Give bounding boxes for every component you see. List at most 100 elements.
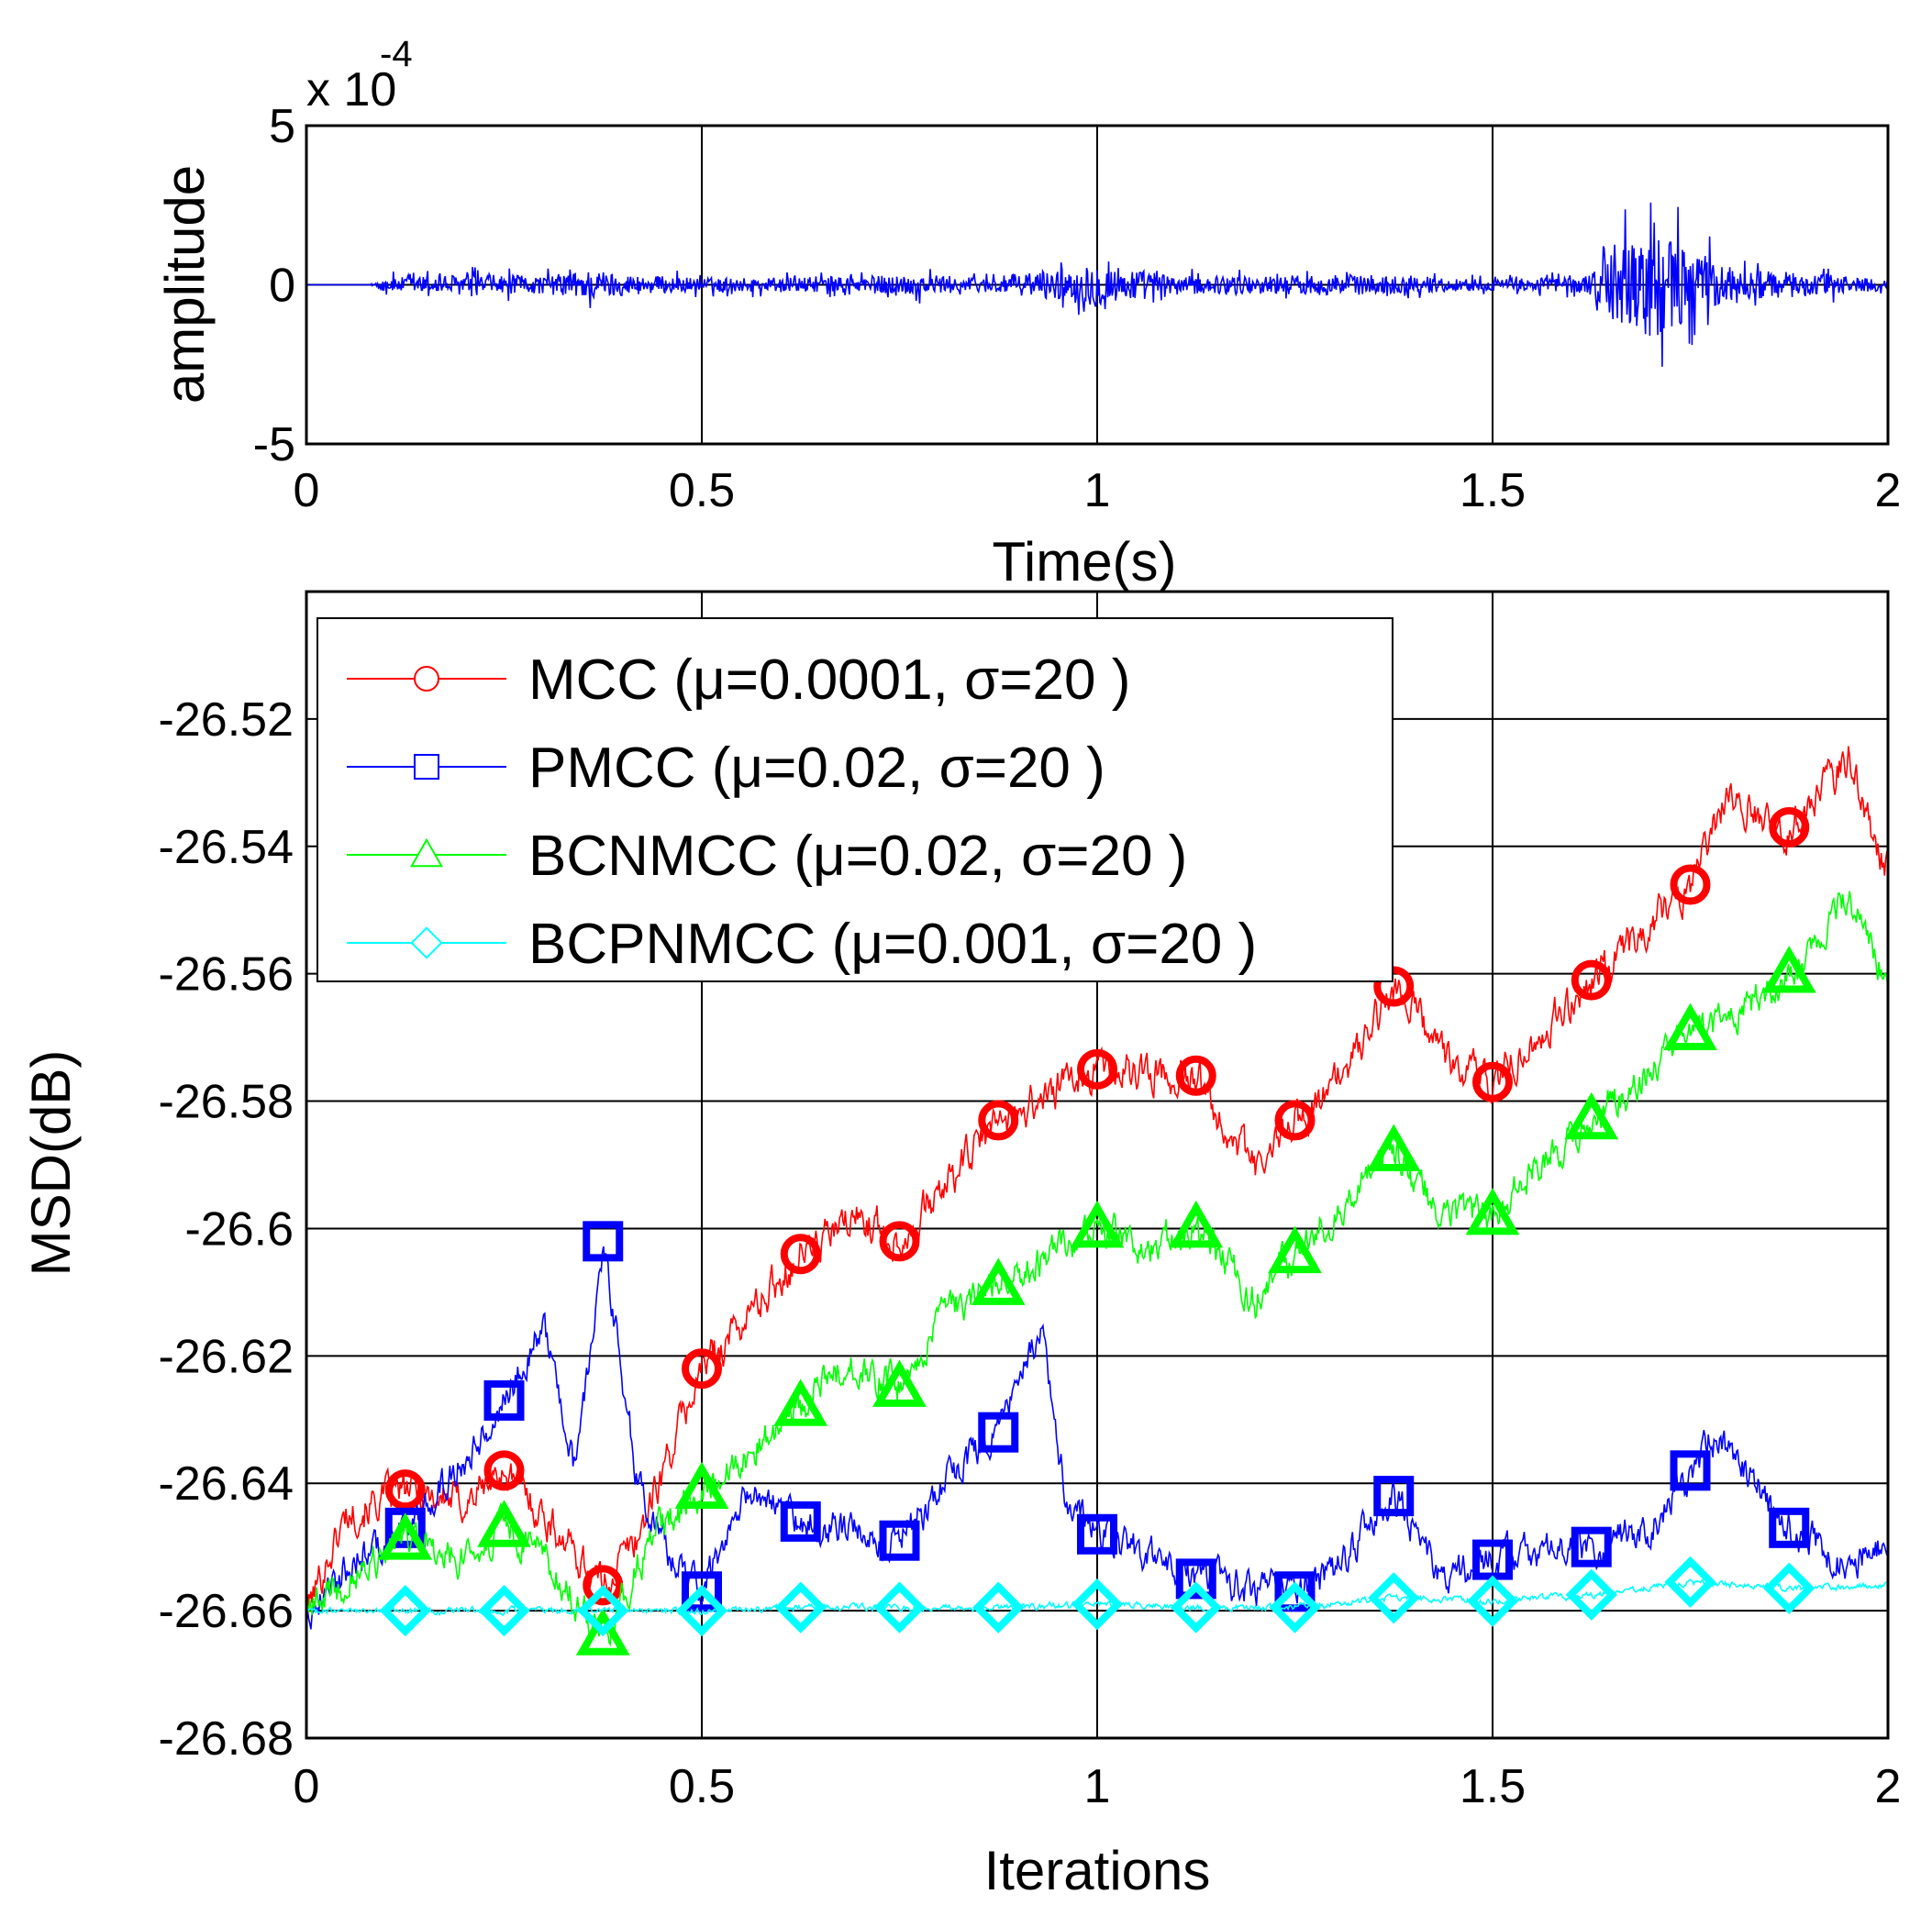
data-point-circle <box>1472 1061 1513 1102</box>
series-circle <box>305 746 1889 1618</box>
series-line-diamond <box>305 1578 1889 1617</box>
data-point-diamond <box>1071 1578 1124 1631</box>
legend-label: PMCC (μ=0.02, σ=20 ) <box>528 737 1105 800</box>
data-point-triangle <box>773 1379 828 1426</box>
data-point-square <box>978 1412 1019 1453</box>
data-point-circle <box>1077 1048 1117 1090</box>
data-point-triangle <box>575 1608 630 1656</box>
data-point-diamond <box>1763 1562 1815 1614</box>
data-point-square <box>1077 1513 1117 1555</box>
data-point-circle <box>1274 1100 1316 1141</box>
series-line-circle <box>305 746 1889 1618</box>
top-x-tick-label: 0 <box>294 464 320 517</box>
data-point-diamond <box>1368 1572 1420 1624</box>
data-point-diamond <box>675 1584 728 1637</box>
data-point-square <box>1175 1558 1216 1600</box>
top-x-tick-label: 0.5 <box>669 464 735 517</box>
data-point-diamond <box>1269 1581 1321 1634</box>
top-y-tick-label: 0 <box>269 260 295 313</box>
bottom-y-axis-label: MSD(dB) <box>20 1050 82 1277</box>
data-point-triangle <box>378 1512 433 1560</box>
bottom-x-tick-label: 2 <box>1875 1760 1902 1813</box>
top-exponent-label: x 10 <box>306 63 396 116</box>
data-point-square <box>1274 1571 1316 1612</box>
legend-item: BCPNMCC (μ=0.001, σ=20 ) <box>347 913 1257 976</box>
data-point-diamond <box>379 1584 431 1637</box>
data-point-circle <box>978 1100 1019 1141</box>
data-point-triangle <box>1564 1091 1619 1140</box>
legend-items: MCC (μ=0.0001, σ=20 ) PMCC (μ=0.02, σ=20 … <box>347 648 1257 976</box>
data-point-triangle <box>1070 1200 1125 1248</box>
top-x-axis-label: Time(s) <box>992 531 1176 593</box>
top-signal-series <box>306 202 1889 367</box>
bottom-y-tick-label: -26.52 <box>159 693 294 747</box>
top-tick-labels: 0 0.5 1 1.5 2-505 <box>253 100 1902 517</box>
series-line-square <box>305 1246 1889 1630</box>
top-exponent-power: -4 <box>380 34 413 74</box>
data-point-triangle <box>477 1500 531 1547</box>
data-point-diamond <box>972 1581 1025 1634</box>
top-y-axis-label: amplitude <box>154 165 216 404</box>
data-point-diamond <box>1466 1575 1519 1627</box>
data-point-circle <box>1373 966 1415 1007</box>
bottom-y-tick-label: -26.68 <box>159 1712 294 1766</box>
series-line-triangle <box>305 891 1889 1647</box>
data-point-circle <box>1670 864 1711 905</box>
legend-item: BCNMCC (μ=0.02, σ=20 ) <box>347 825 1187 888</box>
bottom-x-tick-label: 0.5 <box>669 1760 735 1813</box>
data-point-circle <box>1571 959 1612 1001</box>
data-point-triangle <box>872 1359 927 1407</box>
top-amplitude-panel: 0 0.5 1 1.5 2-505 x 10 -4 Time(s) amplitude <box>154 34 1901 593</box>
data-point-diamond <box>873 1581 926 1634</box>
top-y-tick-label: 5 <box>269 100 295 153</box>
bottom-y-tick-label: -26.56 <box>159 948 294 1002</box>
legend-marker-square <box>414 754 439 780</box>
bottom-y-tick-label: -26.54 <box>159 821 294 874</box>
data-point-diamond <box>774 1581 827 1634</box>
data-point-circle <box>583 1565 624 1606</box>
legend-label: BCPNMCC (μ=0.001, σ=20 ) <box>528 913 1257 976</box>
bottom-y-tick-label: -26.66 <box>159 1585 294 1638</box>
top-x-tick-label: 2 <box>1875 464 1902 517</box>
data-point-square <box>384 1507 426 1548</box>
data-point-diamond <box>1565 1568 1617 1621</box>
series-square <box>305 1221 1889 1630</box>
data-point-diamond <box>478 1584 530 1637</box>
data-point-square <box>483 1379 525 1421</box>
bottom-x-tick-label: 0 <box>294 1760 320 1813</box>
data-point-square <box>1571 1526 1612 1567</box>
data-point-square <box>682 1571 722 1612</box>
data-point-circle <box>1769 806 1810 847</box>
data-point-triangle <box>1366 1124 1421 1171</box>
bottom-x-tick-label: 1.5 <box>1460 1760 1526 1813</box>
bottom-msd-panel: 0 0.5 1 1.5 2 -26.52 -26.54 -26.56 -26.58 -26.6 -2… <box>20 590 1902 1901</box>
bottom-tick-labels: 0 0.5 1 1.5 2 -26.52 -26.54 -26.56 -26.58 -26.6 -2… <box>159 693 1902 1813</box>
bottom-y-tick-label: -26.58 <box>159 1076 294 1129</box>
data-point-square <box>1670 1450 1711 1491</box>
legend: MCC (μ=0.0001, σ=20 ) PMCC (μ=0.02, σ=20 … <box>316 617 1393 982</box>
data-point-circle <box>384 1469 426 1511</box>
data-point-triangle <box>1268 1225 1322 1274</box>
data-point-circle <box>780 1234 821 1275</box>
bottom-series <box>305 746 1889 1656</box>
bottom-y-tick-label: -26.64 <box>159 1457 294 1511</box>
data-point-square <box>780 1501 821 1542</box>
data-point-diamond <box>577 1584 629 1637</box>
legend-label: BCNMCC (μ=0.02, σ=20 ) <box>528 825 1187 888</box>
data-point-triangle <box>971 1257 1026 1305</box>
data-point-triangle <box>1465 1187 1520 1235</box>
data-point-diamond <box>1664 1556 1716 1609</box>
data-point-circle <box>879 1221 920 1262</box>
bottom-x-tick-label: 1 <box>1084 1760 1111 1813</box>
top-plot-frame <box>305 124 1890 446</box>
legend-item: MCC (μ=0.0001, σ=20 ) <box>347 648 1130 712</box>
data-point-triangle <box>674 1461 729 1510</box>
legend-marker-triangle <box>410 837 443 868</box>
series-diamond <box>305 1556 1889 1637</box>
data-point-circle <box>483 1450 525 1491</box>
data-point-diamond <box>1170 1581 1222 1634</box>
bottom-y-tick-label: -26.62 <box>159 1330 294 1383</box>
top-x-tick-label: 1 <box>1084 464 1111 517</box>
data-point-square <box>1769 1507 1810 1548</box>
